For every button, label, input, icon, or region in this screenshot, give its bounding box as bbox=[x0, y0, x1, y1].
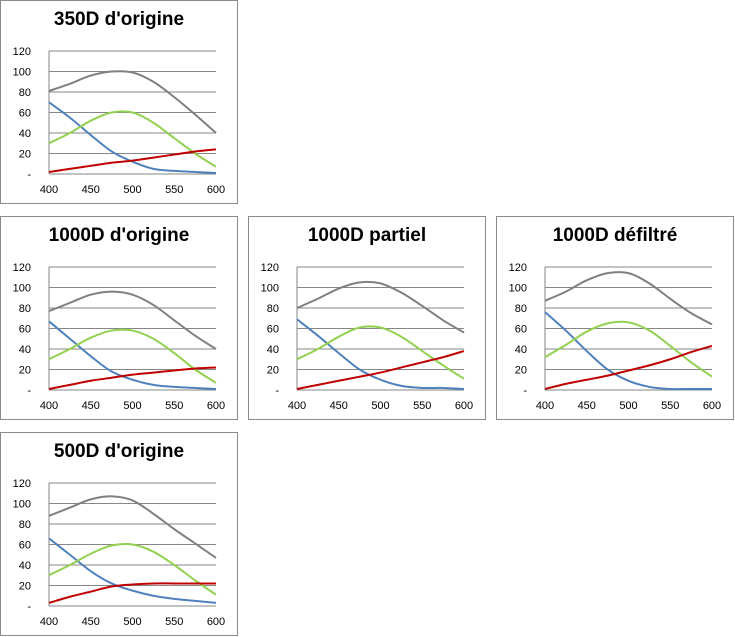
x-tick-label: 450 bbox=[82, 184, 100, 196]
y-tick-label: 80 bbox=[19, 87, 31, 99]
y-tick-label: 120 bbox=[13, 46, 31, 58]
y-tick-label: 80 bbox=[19, 303, 31, 315]
y-tick-label: 20 bbox=[19, 581, 31, 593]
chart-1000d-partiel: 1000D partiel - 20 40 60 80 100 120 400 450 500 550… bbox=[248, 216, 486, 420]
x-tick-label: 450 bbox=[330, 400, 348, 412]
x-tick-label: 400 bbox=[40, 616, 58, 628]
series-line-red bbox=[48, 582, 216, 604]
y-tick-label: 100 bbox=[13, 283, 31, 295]
plot: - 20 40 60 80 100 120 400 450 500 550 600 bbox=[13, 478, 226, 628]
y-tick-label: 100 bbox=[13, 499, 31, 511]
y-tick-label: 80 bbox=[515, 303, 527, 315]
series-line-gray bbox=[544, 271, 713, 326]
x-tick-label: 400 bbox=[40, 400, 58, 412]
y-tick-label: 40 bbox=[19, 344, 31, 356]
chart-title: 1000D d'origine bbox=[48, 225, 190, 246]
y-tick-label: 120 bbox=[261, 262, 279, 274]
series-line-green bbox=[48, 542, 217, 596]
series-line-red bbox=[48, 148, 217, 173]
chart-title: 1000D partiel bbox=[307, 225, 427, 246]
x-tick-label: 600 bbox=[207, 184, 225, 196]
x-tick-label: 400 bbox=[288, 400, 306, 412]
x-tick-label: 450 bbox=[578, 400, 596, 412]
y-tick-label: 60 bbox=[19, 324, 31, 336]
x-tick-label: 400 bbox=[40, 184, 58, 196]
x-tick-label: 500 bbox=[371, 400, 389, 412]
series-line-red bbox=[544, 344, 713, 390]
y-tick-label: 120 bbox=[13, 262, 31, 274]
y-tick-label: 80 bbox=[19, 519, 31, 531]
y-tick-label: 20 bbox=[515, 365, 527, 377]
y-tick-label: 100 bbox=[13, 67, 31, 79]
x-tick-label: 500 bbox=[123, 400, 141, 412]
y-tick-label: 60 bbox=[267, 324, 279, 336]
y-tick-label: 60 bbox=[19, 108, 31, 120]
x-tick-label: 600 bbox=[207, 616, 225, 628]
x-tick-label: 400 bbox=[536, 400, 554, 412]
x-tick-label: 550 bbox=[165, 184, 183, 196]
series-line-green bbox=[48, 110, 217, 168]
plot: - 20 40 60 80 100 120 400 450 500 550 600 bbox=[509, 262, 722, 412]
series-line-gray bbox=[48, 70, 217, 134]
series-line-blue bbox=[48, 537, 217, 604]
x-tick-label: 450 bbox=[82, 616, 100, 628]
chart-500d-origine: 500D d'origine - 20 40 60 80 100 120 400 450 500 55… bbox=[0, 432, 238, 636]
y-tick-label: 120 bbox=[509, 262, 527, 274]
chart-title: 500D d'origine bbox=[53, 441, 185, 462]
chart-title: 350D d'origine bbox=[53, 9, 185, 30]
y-tick-label: 100 bbox=[509, 283, 527, 295]
series-line-gray bbox=[296, 280, 465, 334]
x-tick-label: 550 bbox=[661, 400, 679, 412]
plot: - 20 40 60 80 100 120 400 450 500 550 600 bbox=[13, 46, 226, 196]
x-tick-label: 600 bbox=[703, 400, 721, 412]
x-tick-label: 600 bbox=[207, 400, 225, 412]
y-tick-label: 120 bbox=[13, 478, 31, 490]
x-tick-label: 500 bbox=[123, 616, 141, 628]
y-tick-label: 20 bbox=[19, 149, 31, 161]
x-tick-label: 550 bbox=[165, 400, 183, 412]
y-tick-label: - bbox=[275, 385, 279, 397]
series-line-green bbox=[48, 328, 217, 384]
y-tick-label: 60 bbox=[515, 324, 527, 336]
series-line-gray bbox=[48, 495, 217, 559]
series-line-red bbox=[296, 350, 465, 390]
chart-1000d-origine: 1000D d'origine - 20 40 60 80 100 120 400 450 500 5… bbox=[0, 216, 238, 420]
y-tick-label: 20 bbox=[267, 365, 279, 377]
y-tick-label: 80 bbox=[267, 303, 279, 315]
x-tick-label: 600 bbox=[455, 400, 473, 412]
series-line-blue bbox=[48, 101, 217, 174]
y-tick-label: 40 bbox=[19, 128, 31, 140]
series-line-red bbox=[48, 366, 217, 390]
y-tick-label: - bbox=[27, 169, 31, 181]
y-tick-label: 20 bbox=[19, 365, 31, 377]
plot: - 20 40 60 80 100 120 400 450 500 550 600 bbox=[261, 262, 474, 412]
series-line-blue bbox=[544, 311, 712, 391]
y-tick-label: 40 bbox=[19, 560, 31, 572]
x-tick-label: 450 bbox=[82, 400, 100, 412]
chart-1000d-defiltre: 1000D défiltré - 20 40 60 80 100 120 400 450 500 55… bbox=[496, 216, 734, 420]
plot: - 20 40 60 80 100 120 400 450 500 550 600 bbox=[13, 262, 226, 412]
x-tick-label: 550 bbox=[165, 616, 183, 628]
chart-title: 1000D défiltré bbox=[552, 225, 678, 246]
y-tick-label: - bbox=[27, 601, 31, 613]
series-line-green bbox=[544, 320, 713, 378]
y-tick-label: 60 bbox=[19, 540, 31, 552]
y-tick-label: 40 bbox=[515, 344, 527, 356]
y-tick-label: - bbox=[27, 385, 31, 397]
series-line-blue bbox=[296, 318, 465, 390]
series-line-green bbox=[296, 325, 465, 380]
x-tick-label: 500 bbox=[123, 184, 141, 196]
x-tick-label: 500 bbox=[619, 400, 637, 412]
y-tick-label: 40 bbox=[267, 344, 279, 356]
chart-350d-origine: 350D d'origine - 20 40 60 80 100 120 400 450 500 55… bbox=[0, 0, 238, 204]
series-line-gray bbox=[48, 290, 217, 350]
y-tick-label: 100 bbox=[261, 283, 279, 295]
x-tick-label: 550 bbox=[413, 400, 431, 412]
series-line-blue bbox=[48, 320, 217, 390]
y-tick-label: - bbox=[523, 385, 527, 397]
